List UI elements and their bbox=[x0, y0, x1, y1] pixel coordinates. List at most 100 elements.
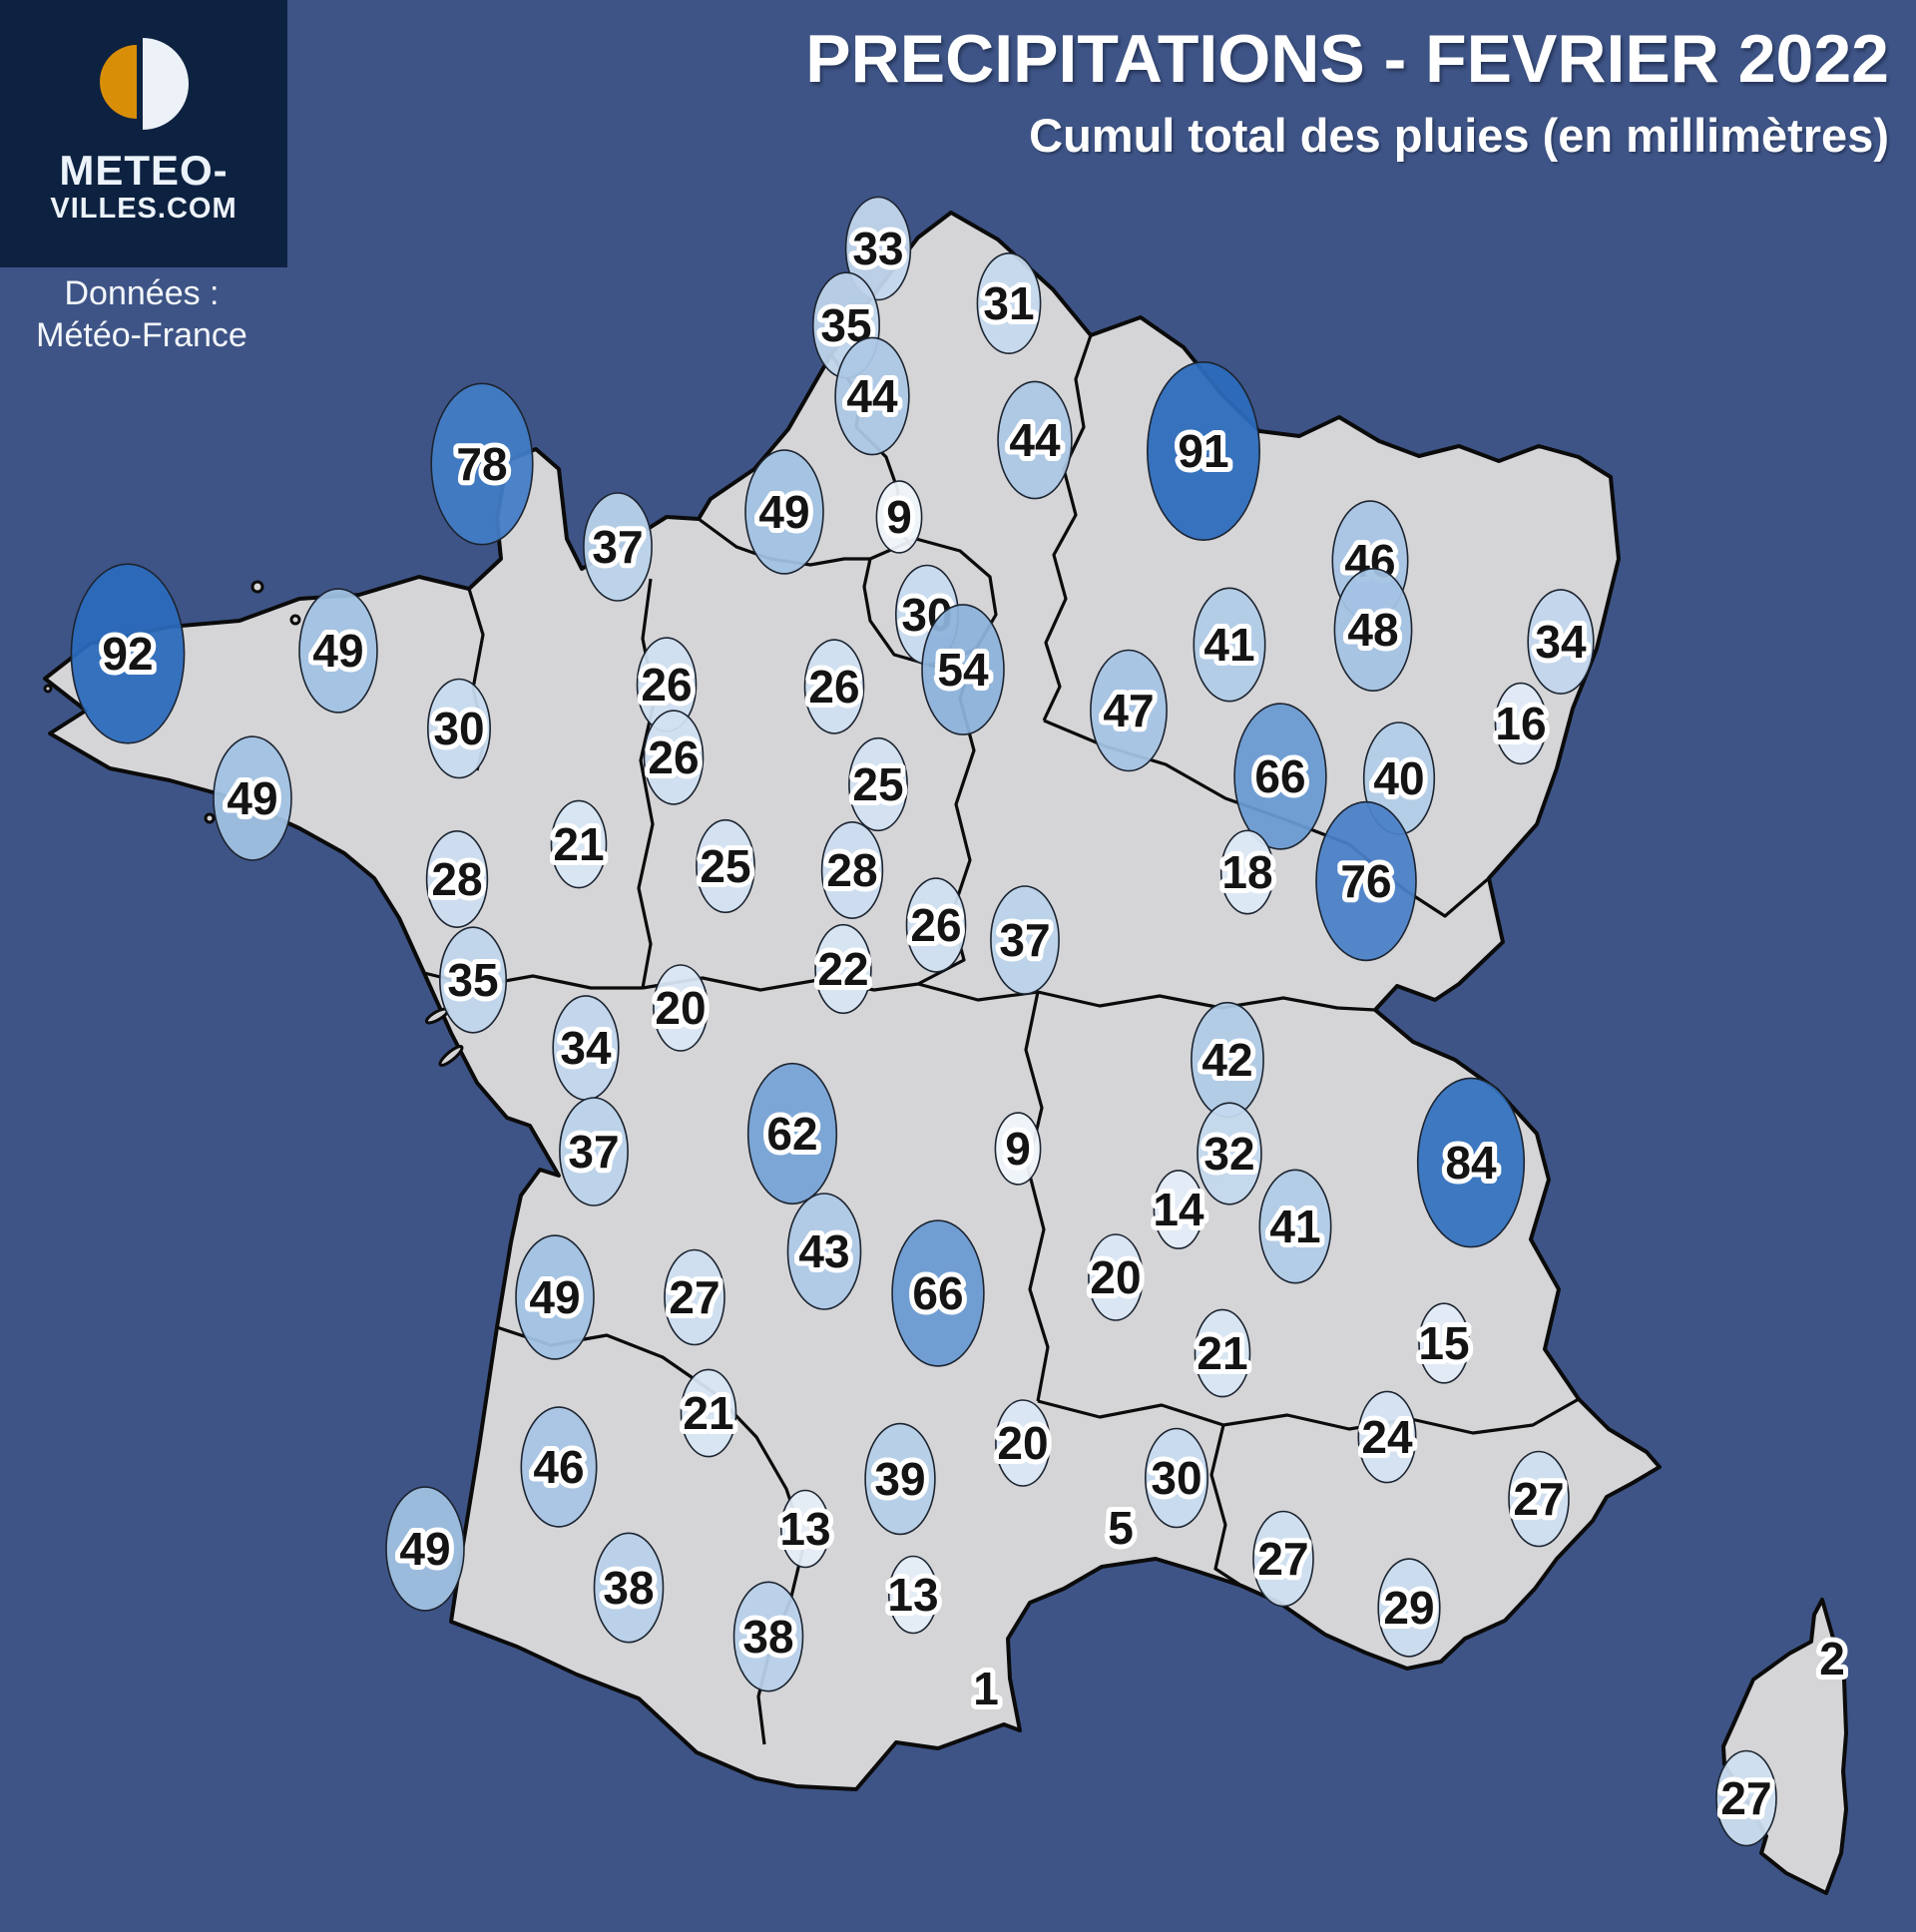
bubble-value: 21 bbox=[1197, 1327, 1247, 1379]
bubble: 62 bbox=[746, 1062, 838, 1206]
bubble: 49 bbox=[744, 449, 824, 575]
bubble: 16 bbox=[1490, 682, 1552, 765]
attribution-line1: Données : bbox=[65, 274, 220, 312]
bubble-value: 20 bbox=[655, 982, 706, 1034]
bubble-value: 25 bbox=[700, 840, 750, 892]
bubble-ellipse bbox=[814, 923, 872, 1015]
bubble-ellipse bbox=[834, 336, 910, 456]
bubble-ellipse bbox=[653, 964, 709, 1052]
bubble: 43 bbox=[786, 1193, 862, 1310]
bubble: 13 bbox=[882, 1555, 944, 1635]
bubble-ellipse bbox=[1194, 1308, 1251, 1398]
bubble-ellipse bbox=[1219, 829, 1275, 915]
bubble: 21 bbox=[548, 799, 610, 889]
bubble-value: 27 bbox=[1513, 1473, 1564, 1525]
bubble-value: 21 bbox=[683, 1387, 733, 1439]
bubble-ellipse bbox=[1508, 1450, 1570, 1548]
bubble: 30 bbox=[1145, 1427, 1209, 1529]
bubble-value: 16 bbox=[1495, 698, 1546, 749]
bubble: 76 bbox=[1315, 800, 1417, 962]
page-subtitle: Cumul total des pluies (en millimètres) bbox=[1029, 109, 1889, 162]
bubble-ellipse bbox=[820, 820, 884, 919]
bubble-value: 34 bbox=[1535, 616, 1587, 668]
bubble-ellipse bbox=[1333, 567, 1413, 692]
bubble: 92 bbox=[70, 563, 186, 744]
bubble-value: 26 bbox=[641, 659, 692, 711]
bubble-value: 15 bbox=[1418, 1317, 1469, 1369]
bubble-value: 76 bbox=[1340, 855, 1391, 907]
bubble: 2 bbox=[1814, 1628, 1850, 1690]
bubble: 9 bbox=[994, 1112, 1042, 1186]
bubble-value: 38 bbox=[742, 1611, 793, 1663]
bubble-ellipse bbox=[779, 1489, 830, 1569]
bubble-value: 24 bbox=[1361, 1411, 1413, 1463]
bubble-value: 26 bbox=[808, 661, 859, 713]
corsica-island bbox=[1721, 1598, 1848, 1895]
bubble-ellipse bbox=[1197, 1102, 1262, 1206]
bubble: 37 bbox=[583, 492, 653, 602]
bubble-value: 40 bbox=[1373, 752, 1424, 804]
bubble-ellipse bbox=[995, 1399, 1051, 1487]
bubble: 24 bbox=[1356, 1390, 1418, 1484]
bubble-ellipse bbox=[438, 926, 507, 1034]
bubble-value: 31 bbox=[983, 277, 1034, 329]
bubble: 49 bbox=[385, 1486, 465, 1612]
bubble: 44 bbox=[997, 380, 1073, 500]
bubble-ellipse bbox=[696, 818, 755, 914]
logo-text-line2: VILLES.COM bbox=[50, 193, 237, 225]
bubble-ellipse bbox=[1147, 360, 1261, 541]
bubble-ellipse bbox=[1315, 800, 1417, 962]
bubble: 49 bbox=[213, 735, 292, 861]
bubble-value: 20 bbox=[997, 1417, 1048, 1469]
bubble-value: 30 bbox=[1151, 1452, 1201, 1504]
bubble-value: 92 bbox=[102, 628, 153, 680]
bubble-ellipse bbox=[887, 1555, 938, 1635]
bubble: 25 bbox=[847, 736, 909, 832]
bubble: 25 bbox=[695, 818, 756, 914]
bubble: 40 bbox=[1362, 722, 1436, 835]
bubble-ellipse bbox=[1252, 1510, 1314, 1608]
bubble-value: 21 bbox=[553, 818, 604, 870]
bubble-value: 66 bbox=[1254, 750, 1305, 802]
bubble-ellipse bbox=[864, 1422, 936, 1536]
bubble-value: 37 bbox=[568, 1126, 619, 1178]
bubble-value: 66 bbox=[912, 1267, 963, 1319]
bubble-ellipse bbox=[664, 1248, 725, 1346]
bubble: 38 bbox=[732, 1581, 804, 1692]
logo-text-line1: METEO- bbox=[59, 147, 228, 194]
bubble-ellipse bbox=[1715, 1749, 1777, 1847]
page-title: PRECIPITATIONS - FEVRIER 2022 bbox=[805, 21, 1889, 97]
bubble-ellipse bbox=[1377, 1558, 1441, 1658]
bubble-ellipse bbox=[732, 1581, 804, 1692]
bubble-value: 39 bbox=[874, 1453, 925, 1505]
bubble-value: 2 bbox=[1819, 1633, 1845, 1685]
bubble-value: 32 bbox=[1203, 1128, 1254, 1180]
bubble: 54 bbox=[921, 604, 1005, 735]
bubble: 18 bbox=[1216, 829, 1278, 915]
bubble: 91 bbox=[1147, 360, 1261, 541]
bubble-ellipse bbox=[425, 829, 489, 928]
bubble: 42 bbox=[1191, 1001, 1264, 1119]
bubble-ellipse bbox=[848, 736, 908, 832]
bubble: 20 bbox=[1085, 1233, 1147, 1321]
bubble-value: 49 bbox=[529, 1271, 580, 1323]
bubble: 38 bbox=[593, 1532, 665, 1644]
bubble-value: 54 bbox=[937, 644, 989, 696]
bubble: 20 bbox=[650, 964, 712, 1052]
bubble-ellipse bbox=[891, 1219, 985, 1367]
bubble-value: 9 bbox=[1005, 1123, 1031, 1175]
attribution-line2: Météo-France bbox=[36, 316, 247, 354]
bubble-ellipse bbox=[550, 799, 608, 889]
bubble: 39 bbox=[864, 1422, 936, 1536]
bubble: 30 bbox=[426, 678, 491, 779]
bubble: 66 bbox=[1233, 703, 1327, 850]
bubble-value: 28 bbox=[431, 853, 482, 905]
bubble-ellipse bbox=[559, 1097, 629, 1207]
bubble-value: 27 bbox=[1720, 1772, 1771, 1824]
bubble-ellipse bbox=[994, 1112, 1042, 1186]
bubble: 32 bbox=[1197, 1102, 1262, 1206]
bubble-ellipse bbox=[1145, 1427, 1209, 1529]
bubble-ellipse bbox=[1418, 1302, 1470, 1384]
bubble-value: 91 bbox=[1178, 425, 1228, 477]
bubble: 27 bbox=[664, 1248, 725, 1346]
